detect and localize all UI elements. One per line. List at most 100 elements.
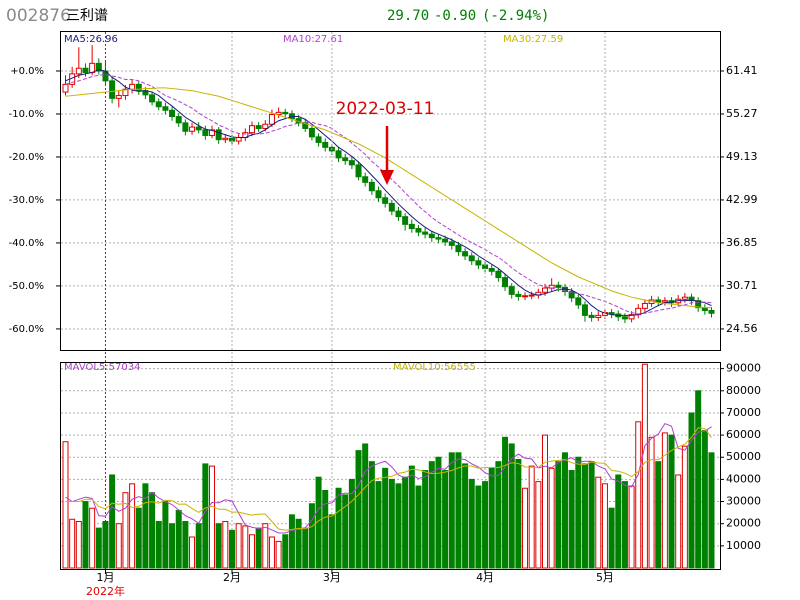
volume-bar xyxy=(488,467,495,569)
candle-body xyxy=(222,137,229,141)
y-tick-label: 42.99 xyxy=(726,193,758,206)
y-tick-label: 30000 xyxy=(726,495,761,508)
candle-body xyxy=(488,267,495,272)
candle-body xyxy=(641,302,648,309)
volume-bar xyxy=(648,436,655,569)
volume-bar xyxy=(175,509,182,569)
candle-body xyxy=(508,286,515,295)
volume-bar xyxy=(428,461,435,569)
candle-body xyxy=(475,260,482,266)
candle-body xyxy=(422,231,429,235)
ma-line xyxy=(65,74,712,315)
volume-bar xyxy=(575,456,582,569)
volume-bar xyxy=(435,456,442,569)
volume-bar xyxy=(69,518,76,569)
volume-bar xyxy=(448,452,455,569)
x-tick-label: 5月 xyxy=(596,571,614,584)
y-tick-label: 36.85 xyxy=(726,236,758,249)
volume-bar xyxy=(255,527,262,569)
volume-bar xyxy=(82,501,89,569)
legend-entry: MA30:27.59 xyxy=(503,34,563,45)
candle-body xyxy=(169,109,176,118)
candle-body xyxy=(448,241,455,246)
volume-bar xyxy=(362,443,369,569)
y2-tick-label: -40.0% xyxy=(9,238,44,249)
volume-bar xyxy=(282,534,289,569)
candle-body xyxy=(621,316,628,320)
volume-bar xyxy=(535,481,542,569)
annotation-arrowhead xyxy=(380,170,394,185)
percent-change: (-2.94%) xyxy=(482,8,549,24)
plot-layer: 61.41 55.27 49.13 42.99 36.85 30.71 24.56 +0.0%… xyxy=(9,32,761,598)
candle-body xyxy=(502,277,509,288)
legend-entry: MA10:27.61 xyxy=(283,34,343,45)
candle-body xyxy=(628,314,635,320)
volume-bar xyxy=(415,485,422,569)
volume-bar xyxy=(395,483,402,569)
candle-body xyxy=(495,270,502,279)
volume-bar xyxy=(89,507,96,569)
y2-tick-label: +0.0% xyxy=(10,66,44,77)
volume-bar xyxy=(375,481,382,569)
volume-bar xyxy=(555,461,562,569)
candle-body xyxy=(428,233,435,239)
candle-body xyxy=(382,197,389,204)
volume-bar xyxy=(335,487,342,569)
candle-body xyxy=(515,293,522,297)
volume-bar xyxy=(608,507,615,569)
volume-bar xyxy=(275,540,282,569)
candle-body xyxy=(368,181,375,192)
candle-body xyxy=(708,309,715,314)
y-tick-label: 80000 xyxy=(726,384,761,397)
candle-body xyxy=(322,141,329,148)
candle-body xyxy=(209,129,216,136)
volume-bar xyxy=(288,514,295,569)
ma-line xyxy=(65,87,712,309)
volume-bar xyxy=(142,483,149,569)
volume-bar xyxy=(342,494,349,569)
y2-tick-label: -60.0% xyxy=(9,324,44,335)
candle-body xyxy=(202,129,209,136)
candle-body xyxy=(388,202,395,212)
volume-bar xyxy=(588,461,595,569)
candle-body xyxy=(402,216,409,225)
ma-line xyxy=(65,69,712,316)
candle-body xyxy=(555,284,562,288)
volume-bar xyxy=(242,525,249,569)
candle-body xyxy=(302,122,309,129)
last-price: 29.70 xyxy=(387,8,429,24)
candle-body xyxy=(542,287,549,293)
y2-tick-label: -50.0% xyxy=(9,281,44,292)
volume-bar xyxy=(482,481,489,569)
volume-bar xyxy=(302,527,309,569)
candle-body xyxy=(262,123,269,129)
candle-body xyxy=(595,314,602,318)
candle-body xyxy=(462,251,469,257)
candle-body xyxy=(408,223,415,230)
volume-bar xyxy=(268,536,275,569)
volume-bar xyxy=(595,476,602,569)
volume-bar xyxy=(688,412,695,569)
volume-bar xyxy=(495,461,502,569)
volume-bar xyxy=(408,465,415,569)
y-tick-label: 30.71 xyxy=(726,279,758,292)
volume-bar xyxy=(508,443,515,569)
candle-body xyxy=(89,62,96,73)
candle-body xyxy=(315,136,322,143)
volume-bar xyxy=(548,467,555,569)
candle-body xyxy=(468,255,475,262)
y-tick-label: 55.27 xyxy=(726,107,758,120)
volume-bar xyxy=(182,520,189,569)
y-tick-label: 24.56 xyxy=(726,322,758,335)
candle-body xyxy=(155,101,162,108)
candle-body xyxy=(109,80,116,99)
price-change: -0.90 xyxy=(434,8,476,24)
volume-bar xyxy=(162,501,169,569)
volume-bar xyxy=(568,470,575,569)
volume-bar xyxy=(442,470,449,569)
candle-body xyxy=(268,113,275,125)
y-tick-label: 60000 xyxy=(726,428,761,441)
volume-bar xyxy=(228,529,235,569)
volume-bar xyxy=(215,523,222,569)
legend-entry: MA5:26.96 xyxy=(64,34,118,45)
